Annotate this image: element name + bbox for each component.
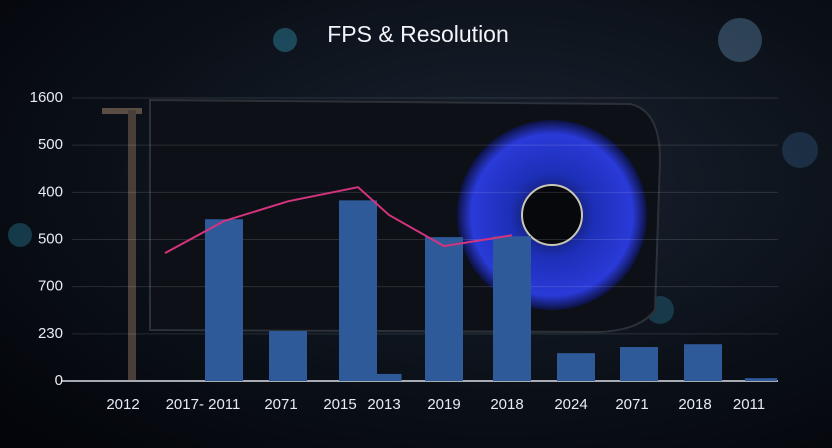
chart-title: FPS & Resolution — [327, 21, 509, 47]
bar — [684, 344, 722, 381]
gpu-bracket — [128, 110, 136, 380]
bar — [493, 236, 531, 381]
bar — [425, 237, 463, 381]
bokeh — [782, 132, 818, 168]
x-tick-label: 2012 — [106, 396, 139, 413]
y-tick-label: 230 — [38, 325, 63, 342]
gpu-bracket — [102, 108, 142, 114]
x-tick-label: 2013 — [367, 396, 400, 413]
y-tick-label: 500 — [38, 136, 63, 153]
x-tick-label: 2071 — [615, 396, 648, 413]
bar — [269, 331, 307, 381]
x-tick-label: 2019 — [427, 396, 460, 413]
y-tick-label: 0 — [55, 372, 63, 389]
bar — [376, 373, 402, 381]
y-tick-label: 1600 — [30, 89, 63, 106]
y-tick-label: 700 — [38, 278, 63, 295]
x-tick-label: 2024 — [554, 396, 587, 413]
bokeh — [718, 18, 762, 62]
bar — [557, 353, 595, 381]
bar — [745, 378, 777, 381]
x-tick-label: 2015 — [323, 396, 356, 413]
bokeh — [273, 28, 297, 52]
y-tick-label: 400 — [38, 183, 63, 200]
line — [164, 186, 513, 255]
x-tick-label: 2018 — [490, 396, 523, 413]
x-tick-label: 2017- 2011 — [166, 396, 241, 413]
x-tick-label: 2018 — [678, 396, 711, 413]
x-tick-label: 2011 — [733, 396, 765, 413]
bar — [339, 200, 377, 381]
bar — [205, 219, 243, 381]
y-tick-label: 500 — [38, 230, 63, 247]
x-tick-label: 2071 — [264, 396, 297, 413]
bar — [620, 347, 658, 381]
fan-hub — [521, 184, 583, 246]
bokeh — [8, 223, 32, 247]
